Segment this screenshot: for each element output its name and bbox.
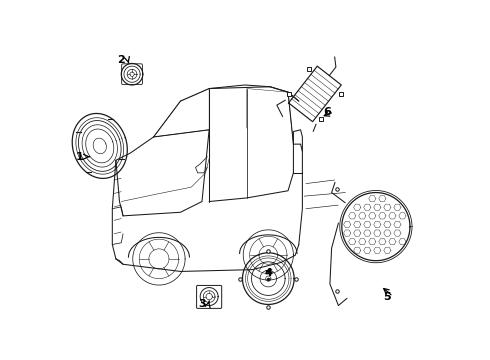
Text: 2: 2 <box>118 55 125 65</box>
Text: 4: 4 <box>265 268 272 278</box>
Text: 5: 5 <box>383 292 391 302</box>
Text: 6: 6 <box>323 107 331 117</box>
Text: 3: 3 <box>198 299 206 309</box>
Text: 1: 1 <box>76 152 84 162</box>
